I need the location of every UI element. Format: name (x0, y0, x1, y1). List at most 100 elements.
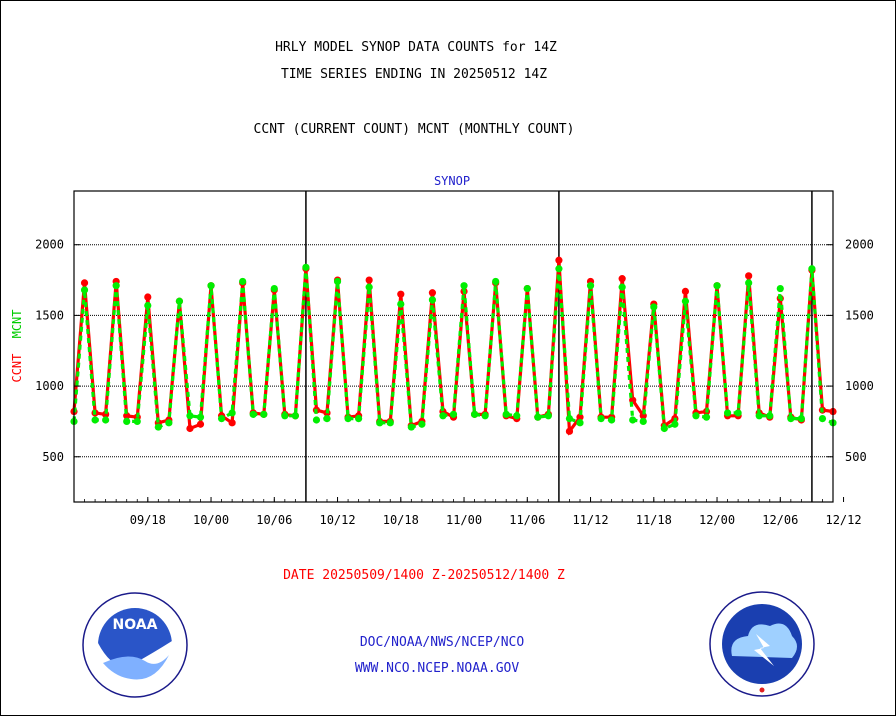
series-line-mcnt (72, 267, 834, 431)
data-point-mcnt (481, 412, 489, 420)
data-point-ccnt (123, 412, 131, 420)
data-point-mcnt (650, 303, 658, 311)
data-point-mcnt (323, 414, 331, 423)
y-tick-label-left: 2000 (35, 238, 64, 252)
x-tick-label: 11/06 (509, 513, 545, 527)
data-point-mcnt (608, 416, 616, 424)
data-point-mcnt (534, 413, 542, 421)
data-point-mcnt (723, 409, 732, 417)
x-tick-label: 10/18 (383, 513, 419, 527)
data-point-mcnt (291, 412, 299, 420)
data-point-mcnt (175, 297, 184, 305)
data-point-mcnt (713, 282, 721, 290)
data-point-mcnt (629, 416, 637, 424)
y-tick-label-right: 1000 (845, 379, 874, 393)
data-point-mcnt (312, 416, 321, 424)
data-point-mcnt (102, 416, 110, 424)
y-tick-label-left: 500 (42, 450, 64, 464)
data-point-mcnt (734, 409, 742, 417)
x-tick-label: 12/06 (762, 513, 798, 527)
data-point-mcnt (523, 284, 531, 293)
data-point-mcnt (228, 409, 236, 417)
x-tick-label: 09/18 (130, 513, 166, 527)
x-tick-label: 11/00 (446, 513, 482, 527)
data-point-mcnt (154, 423, 162, 431)
svg-text:CCNT MCNT: CCNT MCNT (10, 309, 24, 382)
gridlines (74, 244, 833, 458)
data-point-mcnt (239, 277, 247, 286)
series-layer (70, 256, 837, 436)
data-point-mcnt (80, 286, 89, 294)
data-point-mcnt (386, 419, 394, 427)
data-point-mcnt (639, 417, 647, 426)
org-credit: DOC/NOAA/NWS/NCEP/NCO (360, 635, 525, 650)
day-boundaries (305, 191, 813, 502)
data-point-mcnt (302, 263, 310, 271)
data-point-mcnt (597, 414, 605, 423)
data-point-mcnt (281, 412, 289, 420)
data-point-ccnt (745, 272, 753, 280)
data-point-mcnt (133, 417, 141, 426)
y-tick-label-right: 2000 (845, 238, 874, 252)
header-line-1: HRLY MODEL SYNOP DATA COUNTS for 14Z (275, 40, 557, 55)
data-point-ccnt (228, 419, 236, 427)
x-tick-label: 10/12 (319, 513, 355, 527)
data-point-ccnt (196, 420, 205, 428)
data-point-mcnt (165, 419, 173, 427)
data-point-ccnt (397, 290, 405, 298)
data-point-mcnt (576, 419, 584, 427)
data-point-mcnt (428, 296, 437, 304)
x-tick-label: 11/12 (572, 513, 608, 527)
plot-frame (73, 190, 834, 503)
data-point-mcnt (365, 283, 373, 291)
data-point-mcnt (671, 420, 679, 428)
y-label-mcnt: MCNT (10, 309, 24, 338)
y-axis-right: 500 1000 1500 2000 (827, 238, 874, 464)
data-point-ccnt (186, 424, 194, 433)
data-point-mcnt (344, 414, 352, 423)
svg-text:NOAA: NOAA (113, 617, 158, 633)
x-tick-label: 12/12 (825, 513, 861, 527)
data-point-ccnt (618, 275, 626, 283)
data-point-mcnt (702, 413, 711, 421)
data-point-mcnt (91, 416, 99, 424)
data-point-ccnt (80, 279, 89, 287)
data-point-ccnt (681, 287, 690, 295)
header-line-3: CCNT (CURRENT COUNT) MCNT (MONTHLY COUNT… (254, 122, 575, 137)
y-tick-label-right: 500 (845, 450, 867, 464)
data-point-mcnt (544, 412, 552, 420)
data-point-mcnt (492, 277, 500, 286)
x-tick-label: 10/06 (256, 513, 292, 527)
data-point-mcnt (123, 417, 131, 426)
data-point-mcnt (260, 410, 268, 418)
data-point-mcnt (449, 410, 458, 418)
data-point-mcnt (565, 414, 574, 423)
data-point-mcnt (660, 424, 668, 433)
data-point-mcnt (439, 412, 447, 420)
data-point-mcnt (470, 410, 479, 418)
header-line-2: TIME SERIES ENDING IN 20250512 14Z (281, 67, 547, 82)
noaa-logo-icon: NOAA (82, 592, 188, 698)
data-point-mcnt (618, 283, 626, 291)
data-point-mcnt (397, 300, 405, 308)
x-tick-label: 12/00 (699, 513, 735, 527)
data-point-ccnt (428, 289, 437, 297)
data-point-mcnt (186, 412, 194, 420)
data-point-ccnt (555, 256, 563, 264)
data-point-mcnt (418, 420, 426, 428)
data-point-mcnt (144, 301, 152, 310)
data-point-ccnt (565, 427, 574, 435)
data-point-mcnt (745, 279, 753, 287)
data-point-mcnt (376, 419, 384, 427)
series-ccnt (70, 256, 837, 436)
data-point-mcnt (207, 282, 215, 290)
y-axis-left: 500 1000 1500 2000 (35, 238, 80, 464)
data-point-mcnt (797, 414, 805, 423)
data-point-mcnt (355, 414, 363, 423)
data-point-ccnt (576, 413, 584, 421)
data-point-mcnt (333, 277, 342, 286)
y-tick-label-left: 1000 (35, 379, 64, 393)
chart-title: SYNOP (434, 174, 470, 188)
